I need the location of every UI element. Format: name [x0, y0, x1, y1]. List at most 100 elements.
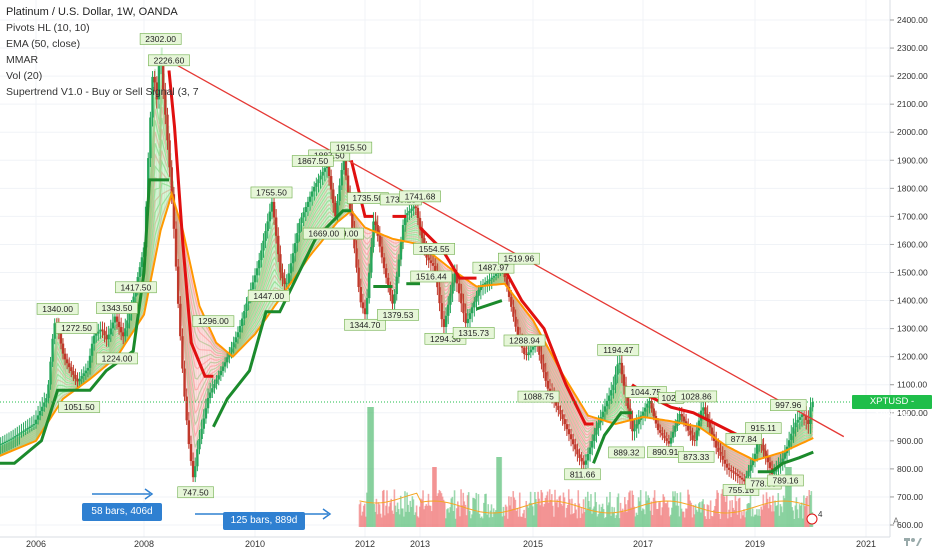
candle-body: [689, 431, 691, 436]
x-tick-label: 2008: [134, 539, 154, 549]
date-range-box-1[interactable]: 58 bars, 406d: [82, 503, 162, 521]
candle-body: [347, 176, 349, 194]
candle-body: [120, 327, 122, 332]
x-tick-label: 2013: [410, 539, 430, 549]
candle-body: [357, 268, 359, 287]
y-tick-label: 2300.00: [897, 43, 928, 53]
candle-body: [62, 344, 64, 354]
auto-scale-button[interactable]: A: [893, 516, 899, 526]
candle-body: [566, 424, 568, 429]
candle-body: [782, 459, 784, 462]
candle-body: [83, 373, 85, 376]
candle-body: [762, 445, 764, 451]
pivot-label: 997.96: [775, 400, 801, 410]
candle-body: [87, 368, 89, 371]
candle-body: [360, 287, 362, 302]
candle-body: [200, 429, 202, 439]
x-tick-label: 2006: [26, 539, 46, 549]
candle-body: [454, 273, 456, 282]
candle-body: [181, 336, 183, 368]
pivot-label: 1315.73: [458, 328, 489, 338]
candle-body: [578, 454, 580, 458]
candle-body: [281, 273, 283, 279]
candle-body: [756, 444, 758, 454]
candle-body: [610, 390, 612, 395]
candle-body: [585, 460, 587, 464]
candle-body: [396, 277, 398, 294]
candle-body: [493, 276, 495, 278]
candle-body: [447, 305, 449, 316]
legend-indicator-mmar[interactable]: MMAR: [6, 52, 199, 68]
candle-body: [334, 203, 336, 216]
date-range-box-2[interactable]: 125 bars, 889d: [223, 512, 305, 530]
tradingview-logo-icon: [903, 535, 925, 549]
candle-body: [20, 432, 22, 433]
price-tag-value: 1038.38: [875, 410, 909, 421]
candle-body: [698, 421, 700, 431]
candle-body: [438, 287, 440, 303]
candle-body: [224, 362, 226, 366]
legend-indicator-supertrend[interactable]: Supertrend V1.0 - Buy or Sell Signal (3,…: [6, 84, 199, 100]
candle-body: [185, 397, 187, 421]
candle-body: [441, 303, 443, 319]
candle-body: [730, 470, 732, 471]
candle-body: [168, 140, 170, 167]
legend-title: Platinum / U.S. Dollar, 1W, OANDA: [6, 4, 199, 20]
legend-indicator-pivots[interactable]: Pivots HL (10, 10): [6, 20, 199, 36]
candle-body: [317, 179, 319, 183]
candle-body: [226, 357, 228, 362]
candle-body: [126, 320, 128, 328]
candle-body: [696, 430, 698, 440]
candle-body: [215, 380, 217, 384]
y-tick-label: 1800.00: [897, 183, 928, 193]
candle-body: [512, 307, 514, 317]
candle-body: [277, 236, 279, 254]
candle-body: [41, 407, 43, 411]
candle-body: [33, 424, 35, 425]
legend-indicator-vol[interactable]: Vol (20): [6, 68, 199, 84]
candle-body: [139, 267, 141, 277]
candle-body: [362, 302, 364, 308]
candle-body: [302, 212, 304, 217]
y-tick-label: 1300.00: [897, 324, 928, 334]
y-tick-label: 2200.00: [897, 71, 928, 81]
candle-body: [488, 279, 490, 281]
candle-body: [674, 426, 676, 432]
candle-body: [754, 454, 756, 460]
candle-body: [330, 176, 332, 189]
candle-body: [646, 404, 648, 408]
y-tick-label: 800.00: [897, 464, 923, 474]
candle-body: [415, 206, 417, 207]
candle-body: [196, 449, 198, 466]
candle-body: [220, 371, 222, 375]
y-tick-label: 700.00: [897, 492, 923, 502]
candle-body: [262, 241, 264, 251]
candle-body: [149, 118, 151, 159]
candle-body: [241, 319, 243, 326]
candle-body: [232, 342, 234, 347]
pivot-label: 811.66: [570, 469, 596, 479]
candle-body: [383, 257, 385, 268]
legend-indicator-ema[interactable]: EMA (50, close): [6, 36, 199, 52]
candle-body: [370, 247, 372, 273]
volume-marker-label: 4: [818, 510, 823, 519]
pivot-label: 1272.50: [61, 323, 92, 333]
event-marker-icon[interactable]: [807, 514, 817, 524]
candle-body: [559, 410, 561, 414]
candle-body: [283, 278, 285, 284]
candle-body: [203, 418, 205, 428]
candle-body: [638, 420, 640, 424]
candle-body: [430, 260, 432, 263]
y-tick-label: 1900.00: [897, 155, 928, 165]
candle-body: [475, 296, 477, 302]
candle-body: [29, 427, 31, 428]
candle-body: [412, 206, 414, 208]
candle-body: [60, 334, 62, 344]
candle-body: [568, 429, 570, 434]
candle-body: [616, 364, 618, 374]
candle-body: [237, 332, 239, 337]
candle-body: [122, 332, 124, 336]
candle-body: [324, 168, 326, 172]
candle-body: [769, 462, 771, 468]
